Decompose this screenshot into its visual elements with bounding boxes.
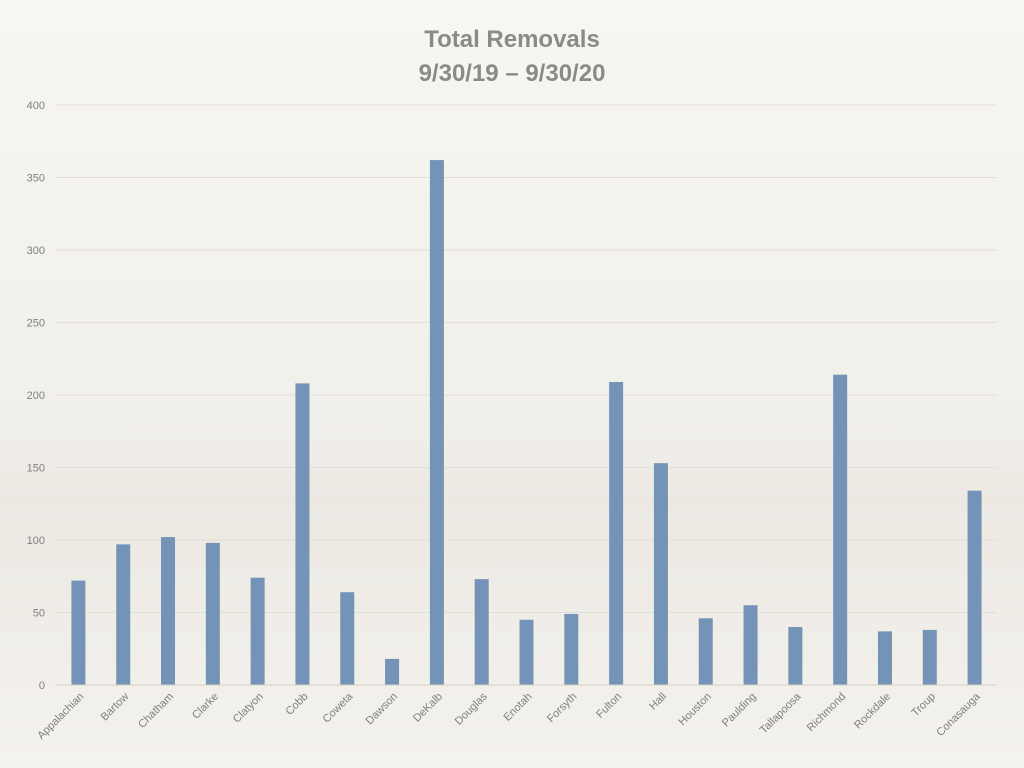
bar-tallapoosa xyxy=(788,627,803,685)
x-category-label: Rockdale xyxy=(852,691,893,732)
x-category-label: Paulding xyxy=(720,691,759,730)
bar-conasauga xyxy=(967,490,982,685)
y-tick-label: 250 xyxy=(27,318,45,330)
x-category-label: Coweta xyxy=(321,690,356,725)
x-category-label: Hall xyxy=(647,691,669,713)
y-tick-label: 300 xyxy=(27,245,45,257)
bar-appalachian xyxy=(71,580,86,685)
x-category-label: Clarke xyxy=(190,691,221,722)
bar-bartow xyxy=(116,544,131,685)
x-category-label: DeKalb xyxy=(411,691,445,725)
bar-clatyon xyxy=(250,577,265,685)
bar-cobb xyxy=(295,383,310,685)
x-category-label: Houston xyxy=(676,691,713,728)
x-category-label: Clatyon xyxy=(231,691,266,726)
x-category-label: Chatham xyxy=(136,691,176,731)
y-tick-label: 200 xyxy=(27,390,45,402)
bar-hall xyxy=(653,463,668,685)
gridlines xyxy=(56,104,997,613)
y-tick-label: 400 xyxy=(27,100,45,112)
bar-coweta xyxy=(340,592,355,685)
bar-chatham xyxy=(161,537,176,685)
y-tick-label: 0 xyxy=(39,680,45,692)
x-category-label: Forsyth xyxy=(545,691,579,725)
x-category-label: Cobb xyxy=(283,691,310,718)
x-category-label: Enotah xyxy=(501,691,534,724)
x-category-label: Bartow xyxy=(99,691,132,724)
x-category-label: Conasauga xyxy=(934,690,983,739)
x-category-label: Fulton xyxy=(594,691,624,721)
x-category-label: Douglas xyxy=(453,690,490,727)
y-axis-ticks: 0 50 100 150 200 250 300 350 400 xyxy=(27,100,45,692)
bar-dekalb xyxy=(429,160,444,686)
bar-rockdale xyxy=(877,631,892,685)
chart-subtitle: 9/30/19 – 9/30/20 xyxy=(418,60,606,87)
bar-clarke xyxy=(205,542,220,685)
bar-troup xyxy=(922,629,937,685)
bar-richmond xyxy=(833,374,848,685)
x-axis-categories: Appalachian Bartow Chatham Clarke Clatyon Cob… xyxy=(35,690,983,742)
y-tick-label: 50 xyxy=(33,608,45,620)
x-category-label: Appalachian xyxy=(35,691,86,742)
bar-enotah xyxy=(519,619,534,685)
bar-dawson xyxy=(385,658,400,685)
bar-paulding xyxy=(743,605,758,685)
bar-forsyth xyxy=(564,613,579,685)
x-category-label: Dawson xyxy=(364,691,401,728)
y-tick-label: 350 xyxy=(27,173,45,185)
y-tick-label: 150 xyxy=(27,463,45,475)
bar-fulton xyxy=(609,381,624,685)
chart-title: Total Removals xyxy=(424,26,600,53)
bars xyxy=(71,160,982,686)
x-category-label: Troup xyxy=(909,691,938,720)
y-tick-label: 100 xyxy=(27,535,45,547)
x-category-label: Tallapoosa xyxy=(758,690,804,736)
bar-douglas xyxy=(474,579,489,685)
x-category-label: Richmond xyxy=(805,691,849,735)
bar-houston xyxy=(698,618,713,685)
